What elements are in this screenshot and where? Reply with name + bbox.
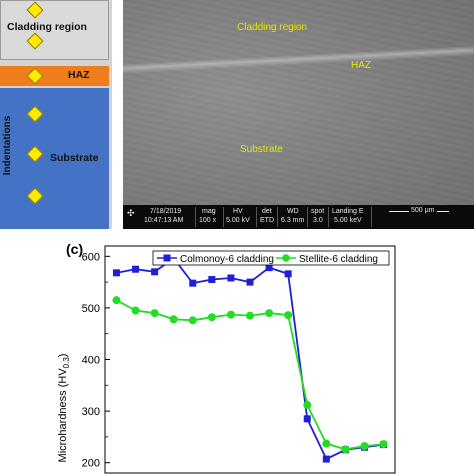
y-axis-label: Microhardness (HV [57,368,69,463]
data-point-stellite [360,442,369,451]
data-point-colmonoy [208,276,216,284]
data-point-stellite [284,311,293,320]
haz-zone: HAZ [0,66,109,86]
sem-wd-header: WD [287,208,299,215]
data-point-colmonoy [227,274,235,282]
data-point-stellite [303,400,312,409]
data-point-colmonoy [322,455,330,463]
data-point-colmonoy [132,265,140,273]
data-point-stellite [112,296,121,305]
sem-divider [307,207,308,227]
cladding-zone: Cladding region [0,0,109,60]
data-point-stellite [265,309,274,318]
legend-box [152,250,390,266]
y-tick-label: 400 [82,355,100,367]
data-point-stellite [131,306,140,315]
sem-landing-header: Landing E [332,208,364,215]
sem-det-value: ETD [260,217,274,224]
data-point-colmonoy [189,279,197,287]
y-tick-label: 300 [82,406,100,418]
data-point-stellite [226,310,235,319]
data-point-stellite [246,311,254,320]
sem-divider [328,207,329,227]
legend-marker-stellite [282,254,290,262]
substrate-zone-label: Substrate [50,152,99,164]
sem-micrograph: Cladding region HAZ Substrate ✣ 7/18/201… [123,0,474,229]
data-point-colmonoy [112,269,120,277]
data-point-colmonoy [265,264,273,272]
sem-info-bar: ✣ 7/18/2019 10:47:13 AM mag 100 x HV 5.0… [123,205,474,229]
sem-det-header: det [262,208,272,215]
data-point-stellite [341,445,350,454]
data-point-stellite [169,315,178,324]
haz-zone-label: HAZ [68,69,90,81]
sem-mag-header: mag [202,208,216,215]
substrate-zone: Substrate Indentations [0,88,109,229]
legend-marker-colmonoy [163,254,171,262]
sem-landing-value: 5.00 keV [334,217,362,224]
sem-mag-value: 100 x [199,217,217,224]
y-axis-label-subscript: 0.3 [62,357,71,369]
legend-label-colmonoy: Colmonoy-6 cladding [180,254,274,265]
microhardness-chart: (c) Microhardness (HV0.3) 200 300 400 500 60… [57,241,396,474]
legend-label-stellite: Stellite-6 cladding [299,254,378,265]
series-layer [112,254,388,463]
sem-divider [223,207,224,227]
sem-hv-header: HV [233,208,243,215]
legend: Colmonoy-6 cladding Stellite-6 cladding [152,250,390,266]
data-point-stellite [207,313,216,322]
zone-schematic: Cladding region HAZ Substrate Indentatio… [0,0,112,229]
data-point-colmonoy [303,415,311,423]
data-point-stellite [150,309,159,318]
cladding-region-label: Cladding region [7,21,87,33]
scale-bar-label: 500 μm [409,207,437,215]
sem-divider [256,207,257,227]
sem-wd-value: 6.3 mm [281,217,305,224]
sem-substrate-label: Substrate [240,144,283,155]
y-tick-label: 500 [82,303,100,315]
data-point-stellite [379,440,388,449]
data-point-stellite [322,439,331,448]
sem-cladding-label: Cladding region [237,22,308,33]
y-axis-title: Microhardness (HV0.3) [57,354,71,463]
sem-spot-header: spot [311,208,325,215]
y-tick-label: 600 [82,251,100,263]
data-point-colmonoy [151,268,159,276]
data-point-stellite [188,316,197,325]
data-point-colmonoy [246,278,254,286]
sem-haz-label: HAZ [351,60,371,71]
indentations-label: Indentations [2,115,14,176]
sem-divider [277,207,278,227]
sem-spot-value: 3.0 [313,217,323,224]
sem-time: 10:47:13 AM [144,217,184,224]
sem-hv-value: 5.00 kV [226,217,250,224]
sem-divider [371,207,372,227]
sem-date: 7/18/2019 [150,208,182,215]
fei-logo-icon: ✣ [127,208,135,218]
sem-texture [123,0,474,205]
sem-divider [195,207,196,227]
y-tick-label: 200 [82,458,100,470]
y-axis: 200 300 400 500 600 [82,251,110,470]
data-point-colmonoy [284,270,292,278]
y-axis-label-close: ) [57,354,69,358]
panel-label: (c) [66,241,83,257]
